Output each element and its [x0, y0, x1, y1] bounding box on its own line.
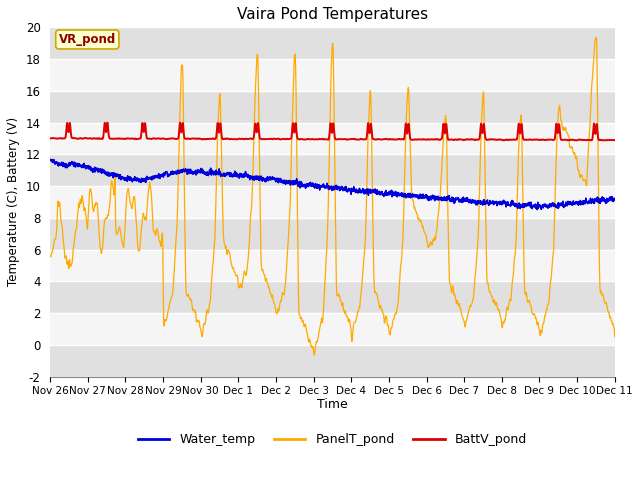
X-axis label: Time: Time: [317, 397, 348, 411]
Bar: [50, 281, 615, 313]
Bar: [50, 27, 615, 59]
Y-axis label: Temperature (C), Battery (V): Temperature (C), Battery (V): [7, 117, 20, 287]
Bar: [50, 91, 615, 122]
Bar: [50, 345, 615, 376]
Title: Vaira Pond Temperatures: Vaira Pond Temperatures: [237, 7, 428, 22]
Legend: Water_temp, PanelT_pond, BattV_pond: Water_temp, PanelT_pond, BattV_pond: [133, 428, 532, 451]
Bar: [50, 154, 615, 186]
Text: VR_pond: VR_pond: [59, 33, 116, 46]
Bar: [50, 218, 615, 250]
